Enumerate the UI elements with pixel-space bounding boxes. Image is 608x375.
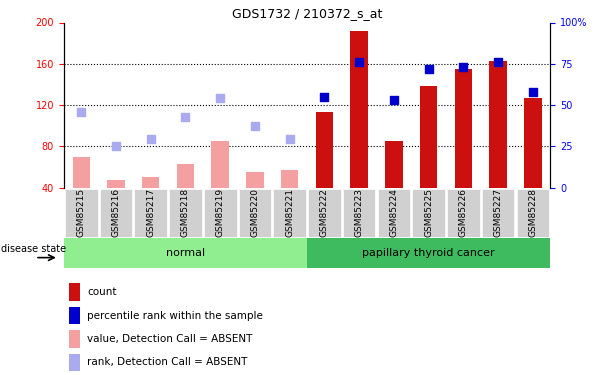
FancyBboxPatch shape [204,189,237,237]
Bar [524,98,542,188]
FancyBboxPatch shape [308,189,340,237]
Title: GDS1732 / 210372_s_at: GDS1732 / 210372_s_at [232,7,382,20]
Text: GSM85225: GSM85225 [424,188,433,237]
Point [181,114,190,120]
Bar [69,307,80,324]
FancyBboxPatch shape [447,189,480,237]
Point [354,58,364,64]
Point [458,64,468,70]
Point [424,66,434,72]
Bar [142,177,159,188]
Text: normal: normal [166,248,205,258]
FancyBboxPatch shape [169,189,202,237]
Point [77,109,86,115]
Bar [177,164,194,188]
Bar [455,69,472,188]
Text: count: count [87,287,117,297]
Text: papillary thyroid cancer: papillary thyroid cancer [362,248,495,258]
FancyBboxPatch shape [307,238,550,268]
Bar [350,31,368,188]
FancyBboxPatch shape [343,189,376,237]
FancyBboxPatch shape [412,189,445,237]
Bar [489,61,507,188]
Text: GSM85224: GSM85224 [389,188,398,237]
Text: GSM85220: GSM85220 [250,188,260,237]
Text: GSM85222: GSM85222 [320,188,329,237]
Bar [385,141,402,188]
Point [111,143,121,149]
Text: percentile rank within the sample: percentile rank within the sample [87,310,263,321]
Text: GSM85228: GSM85228 [528,188,537,237]
FancyBboxPatch shape [274,189,306,237]
Text: GSM85226: GSM85226 [459,188,468,237]
Point [250,123,260,129]
Point [493,58,503,64]
Bar [420,87,437,188]
Bar [69,354,80,371]
Point [320,94,330,100]
Point [146,136,156,142]
FancyBboxPatch shape [65,189,97,237]
Text: GSM85227: GSM85227 [494,188,503,237]
Bar [72,157,90,188]
Bar [212,141,229,188]
Text: GSM85217: GSM85217 [146,188,155,237]
Point [285,136,294,142]
Text: GSM85223: GSM85223 [354,188,364,237]
Point [215,95,225,101]
FancyBboxPatch shape [100,189,133,237]
FancyBboxPatch shape [517,189,549,237]
Bar [69,330,80,348]
Text: GSM85216: GSM85216 [111,188,120,237]
Text: GSM85221: GSM85221 [285,188,294,237]
Point [389,97,399,103]
Text: rank, Detection Call = ABSENT: rank, Detection Call = ABSENT [87,357,247,368]
Text: GSM85219: GSM85219 [216,188,225,237]
Bar [69,284,80,301]
FancyBboxPatch shape [64,238,307,268]
FancyBboxPatch shape [482,189,514,237]
Text: GSM85218: GSM85218 [181,188,190,237]
Bar [107,180,125,188]
Bar [281,170,299,188]
Text: value, Detection Call = ABSENT: value, Detection Call = ABSENT [87,334,252,344]
FancyBboxPatch shape [378,189,410,237]
Bar [246,172,264,188]
Text: GSM85215: GSM85215 [77,188,86,237]
Text: disease state: disease state [1,244,66,254]
Point [528,88,537,94]
FancyBboxPatch shape [134,189,167,237]
Bar [316,112,333,188]
FancyBboxPatch shape [238,189,271,237]
